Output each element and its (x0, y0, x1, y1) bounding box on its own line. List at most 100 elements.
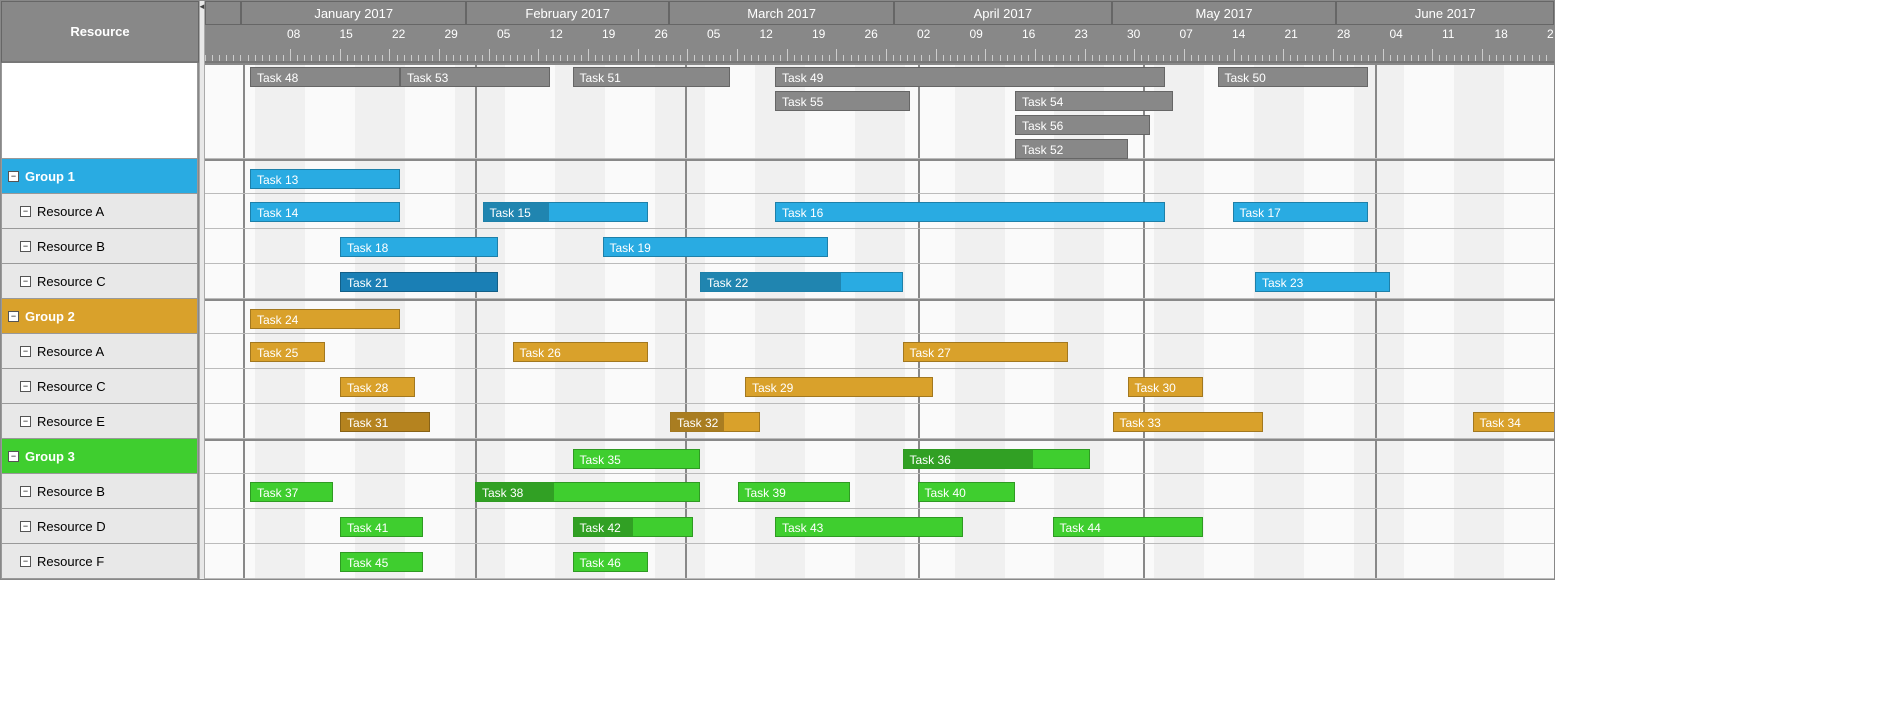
resource-label: Resource E (37, 414, 105, 429)
task-bar[interactable]: Task 41 (340, 517, 423, 537)
task-label: Task 28 (347, 381, 388, 395)
chart-row: Task 31 Task 32 Task 33 Task 34 (205, 404, 1554, 439)
task-label: Task 31 (347, 416, 388, 430)
collapse-icon[interactable]: − (20, 206, 31, 217)
task-bar[interactable]: Task 22 (700, 272, 903, 292)
task-bar[interactable]: Task 51 (573, 67, 731, 87)
task-bar[interactable]: Task 53 (400, 67, 550, 87)
task-label: Task 36 (910, 453, 951, 467)
task-bar[interactable]: Task 52 (1015, 139, 1128, 159)
task-bar[interactable]: Task 13 (250, 169, 400, 189)
task-bar[interactable]: Task 44 (1053, 517, 1203, 537)
task-bar[interactable]: Task 26 (513, 342, 648, 362)
task-label: Task 27 (910, 346, 951, 360)
collapse-icon[interactable]: − (20, 486, 31, 497)
task-bar[interactable]: Task 15 (483, 202, 648, 222)
task-bar[interactable]: Task 50 (1218, 67, 1368, 87)
task-bar[interactable]: Task 17 (1233, 202, 1368, 222)
collapse-icon[interactable]: − (20, 556, 31, 567)
resource-row-header[interactable]: −Resource B (1, 474, 198, 509)
group-row-header[interactable]: −Group 2 (1, 299, 198, 334)
task-bar[interactable]: Task 31 (340, 412, 430, 432)
task-label: Task 44 (1060, 521, 1101, 535)
task-bar[interactable]: Task 30 (1128, 377, 1203, 397)
task-label: Task 14 (257, 206, 298, 220)
task-bar[interactable]: Task 19 (603, 237, 828, 257)
task-bar[interactable]: Task 36 (903, 449, 1091, 469)
group-row-header[interactable]: −Group 3 (1, 439, 198, 474)
week-label: 22 (392, 25, 405, 41)
chart-row: Task 35 Task 36 (205, 439, 1554, 474)
task-bar[interactable]: Task 55 (775, 91, 910, 111)
task-bar[interactable]: Task 23 (1255, 272, 1390, 292)
group-label: Group 2 (25, 309, 75, 324)
task-label: Task 22 (707, 276, 748, 290)
resource-row-header[interactable]: −Resource D (1, 509, 198, 544)
task-bar[interactable]: Task 43 (775, 517, 963, 537)
gantt-chart: Resource ◄ January 2017February 2017Marc… (0, 0, 1555, 580)
resource-row-header[interactable]: −Resource A (1, 334, 198, 369)
task-label: Task 17 (1240, 206, 1281, 220)
week-label: 30 (1127, 25, 1140, 41)
task-bar[interactable]: Task 21 (340, 272, 498, 292)
collapse-icon[interactable]: − (20, 241, 31, 252)
unassigned-row-header (1, 63, 198, 159)
task-bar[interactable]: Task 18 (340, 237, 498, 257)
week-label: 23 (1075, 25, 1088, 41)
resource-row-header[interactable]: −Resource B (1, 229, 198, 264)
task-bar[interactable]: Task 33 (1113, 412, 1263, 432)
task-label: Task 48 (257, 71, 298, 85)
task-label: Task 29 (752, 381, 793, 395)
collapse-icon[interactable]: − (20, 346, 31, 357)
resource-row-header[interactable]: −Resource F (1, 544, 198, 579)
collapse-icon[interactable]: − (20, 276, 31, 287)
collapse-icon[interactable]: − (8, 171, 19, 182)
task-bar[interactable]: Task 54 (1015, 91, 1173, 111)
week-label: 12 (550, 25, 563, 41)
task-bar[interactable]: Task 29 (745, 377, 933, 397)
task-bar[interactable]: Task 48 (250, 67, 400, 87)
task-bar[interactable]: Task 37 (250, 482, 333, 502)
task-bar[interactable]: Task 25 (250, 342, 325, 362)
week-label: 05 (497, 25, 510, 41)
collapse-icon[interactable]: − (20, 521, 31, 532)
task-bar[interactable]: Task 56 (1015, 115, 1150, 135)
week-label: 25 (1547, 25, 1554, 41)
chart-row: Task 18 Task 19 (205, 229, 1554, 264)
task-bar[interactable]: Task 49 (775, 67, 1165, 87)
task-bar[interactable]: Task 32 (670, 412, 760, 432)
task-bar[interactable]: Task 46 (573, 552, 648, 572)
group-label: Group 1 (25, 169, 75, 184)
task-bar[interactable]: Task 34 (1473, 412, 1555, 432)
task-bar[interactable]: Task 40 (918, 482, 1016, 502)
collapse-icon[interactable]: − (8, 451, 19, 462)
resource-row-header[interactable]: −Resource C (1, 264, 198, 299)
collapse-icon[interactable]: − (20, 381, 31, 392)
chart-row: Task 14 Task 15 Task 16 Task 17 (205, 194, 1554, 229)
task-bar[interactable]: Task 27 (903, 342, 1068, 362)
task-bar[interactable]: Task 42 (573, 517, 693, 537)
resource-row-header[interactable]: −Resource C (1, 369, 198, 404)
resource-row-header[interactable]: −Resource A (1, 194, 198, 229)
week-label: 16 (1022, 25, 1035, 41)
task-bar[interactable]: Task 16 (775, 202, 1165, 222)
task-label: Task 53 (407, 71, 448, 85)
task-bar[interactable]: Task 28 (340, 377, 415, 397)
task-bar[interactable]: Task 14 (250, 202, 400, 222)
task-bar[interactable]: Task 38 (475, 482, 700, 502)
task-label: Task 26 (520, 346, 561, 360)
resource-label: Resource D (37, 519, 106, 534)
task-bar[interactable]: Task 45 (340, 552, 423, 572)
task-bar[interactable]: Task 24 (250, 309, 400, 329)
task-bar[interactable]: Task 39 (738, 482, 851, 502)
task-bar[interactable]: Task 35 (573, 449, 701, 469)
group-row-header[interactable]: −Group 1 (1, 159, 198, 194)
month-cell: June 2017 (1336, 1, 1554, 25)
collapse-icon[interactable]: − (8, 311, 19, 322)
week-label: 26 (655, 25, 668, 41)
month-cell: April 2017 (894, 1, 1112, 25)
resource-row-header[interactable]: −Resource E (1, 404, 198, 439)
collapse-icon[interactable]: − (20, 416, 31, 427)
splitter-collapse-icon: ◄ (198, 3, 206, 11)
week-label: 26 (865, 25, 878, 41)
